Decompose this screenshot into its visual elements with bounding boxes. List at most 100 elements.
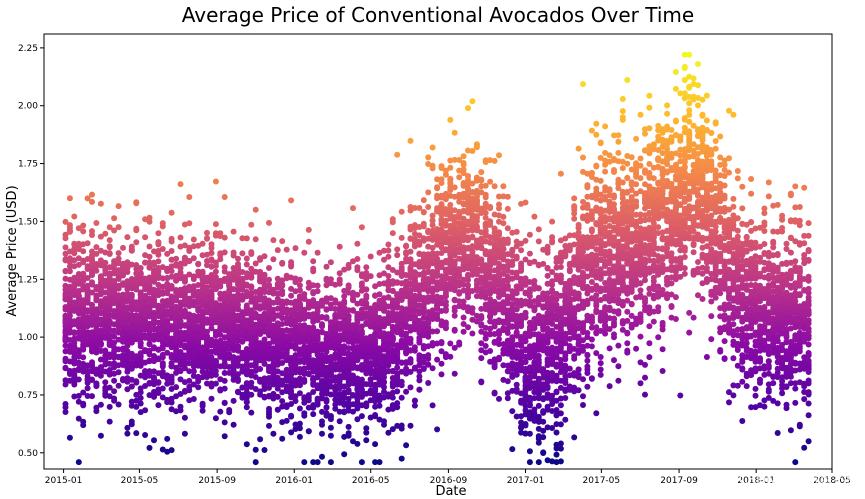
data-point xyxy=(243,261,250,268)
data-point xyxy=(66,263,73,270)
data-point xyxy=(389,219,396,226)
data-point xyxy=(93,244,100,251)
data-point xyxy=(235,344,241,351)
data-point xyxy=(75,415,82,422)
data-point xyxy=(128,421,135,428)
data-point xyxy=(385,241,392,248)
data-point xyxy=(115,250,122,257)
data-point xyxy=(124,430,131,437)
data-point xyxy=(230,397,237,404)
data-point xyxy=(111,363,118,370)
data-point xyxy=(106,321,113,328)
data-point xyxy=(146,332,153,339)
data-point xyxy=(75,301,82,308)
data-point xyxy=(128,338,135,345)
data-point xyxy=(177,234,184,241)
data-point xyxy=(434,328,441,335)
data-point xyxy=(128,383,135,390)
data-point xyxy=(420,197,427,204)
data-point xyxy=(93,286,100,293)
data-point xyxy=(314,288,321,295)
data-point xyxy=(159,304,166,311)
data-point xyxy=(62,377,69,384)
data-point xyxy=(288,412,295,419)
data-point xyxy=(75,296,82,303)
data-point xyxy=(102,289,109,296)
data-point xyxy=(195,344,202,351)
data-point xyxy=(62,244,69,251)
data-point xyxy=(199,252,206,259)
data-point xyxy=(243,289,250,295)
data-point xyxy=(106,339,113,346)
data-point xyxy=(128,360,135,367)
data-point xyxy=(482,335,489,342)
data-point xyxy=(221,377,228,384)
data-point xyxy=(168,406,175,413)
data-point xyxy=(168,283,175,290)
data-point xyxy=(305,226,312,233)
data-point xyxy=(327,416,334,423)
data-point xyxy=(155,379,162,386)
data-point xyxy=(389,230,396,237)
data-point xyxy=(128,315,135,321)
data-point xyxy=(372,441,379,448)
data-point xyxy=(84,385,91,392)
data-point xyxy=(314,249,321,256)
data-point xyxy=(128,329,135,336)
data-point xyxy=(115,224,122,231)
data-point xyxy=(296,276,303,283)
data-point xyxy=(243,255,250,262)
data-point xyxy=(274,247,281,254)
data-point xyxy=(204,380,210,387)
data-point xyxy=(473,215,480,222)
data-point xyxy=(513,253,520,260)
data-point xyxy=(212,371,219,378)
data-point xyxy=(354,240,361,247)
data-point xyxy=(504,378,511,385)
data-point xyxy=(261,276,268,283)
data-point xyxy=(327,424,334,431)
data-point xyxy=(425,333,432,340)
data-point xyxy=(168,315,175,321)
data-point xyxy=(133,430,140,437)
data-point xyxy=(252,374,259,380)
data-point xyxy=(230,367,237,374)
data-point xyxy=(212,359,219,366)
data-point xyxy=(327,432,334,439)
data-point xyxy=(102,329,109,336)
data-point xyxy=(358,386,365,393)
data-point xyxy=(62,401,69,407)
data-point xyxy=(80,277,87,284)
data-point xyxy=(354,291,361,298)
data-point xyxy=(478,378,485,385)
data-point xyxy=(221,370,228,376)
data-point xyxy=(62,364,69,371)
data-point xyxy=(84,379,91,386)
data-point xyxy=(93,250,100,257)
data-point xyxy=(243,304,250,311)
data-point xyxy=(204,360,210,367)
data-point xyxy=(429,402,436,409)
data-point xyxy=(124,368,131,375)
data-point xyxy=(151,286,157,293)
data-point xyxy=(279,281,286,288)
data-point xyxy=(261,336,268,343)
data-point xyxy=(274,290,281,297)
data-point xyxy=(115,313,122,319)
data-point xyxy=(221,419,228,426)
data-point xyxy=(208,395,215,402)
data-point xyxy=(425,154,432,161)
data-point xyxy=(314,282,321,289)
data-point xyxy=(305,428,312,435)
data-point xyxy=(208,245,215,251)
data-point xyxy=(257,255,264,262)
data-point xyxy=(212,259,219,266)
data-point xyxy=(323,263,330,270)
data-point xyxy=(75,225,82,232)
data-point xyxy=(190,236,197,243)
data-point xyxy=(243,270,250,277)
data-point xyxy=(159,220,166,227)
data-point xyxy=(151,296,157,303)
data-point xyxy=(217,331,224,338)
